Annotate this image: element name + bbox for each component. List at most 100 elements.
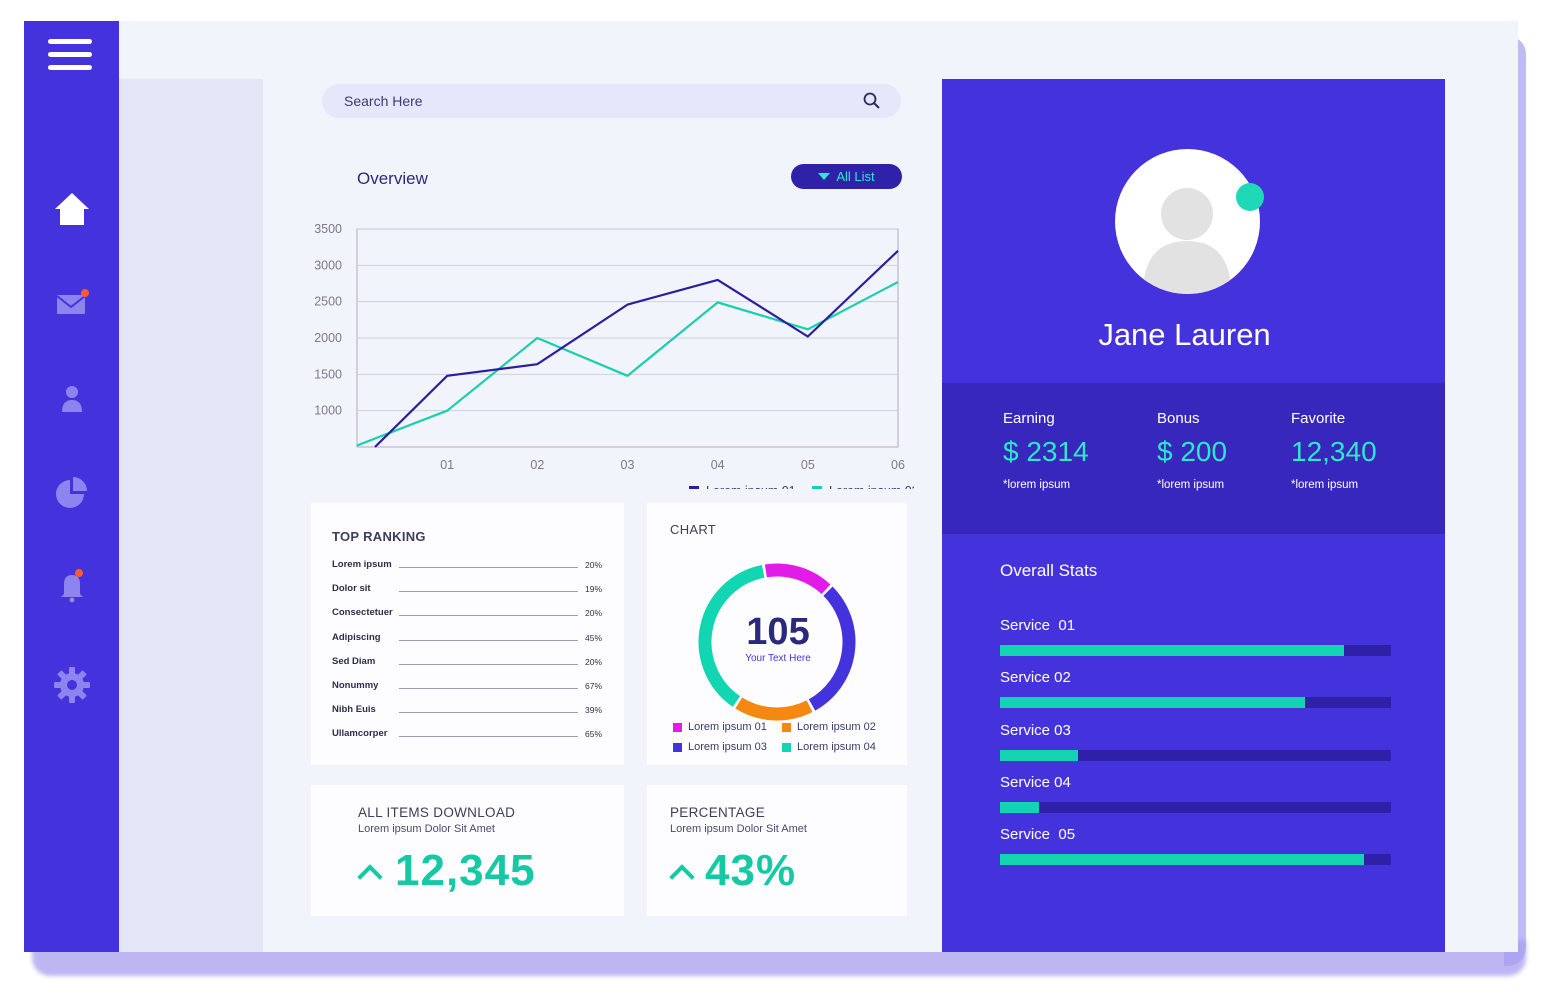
ranking-row: Consectetuer 20% xyxy=(332,607,604,621)
ranking-line xyxy=(399,591,578,593)
ranking-value: 19% xyxy=(585,584,603,595)
mail-icon[interactable] xyxy=(53,285,91,323)
ranking-label: Nonummy xyxy=(332,680,379,691)
percentage-value: 43% xyxy=(705,846,797,895)
chart-title: CHART xyxy=(670,522,717,537)
search-icon[interactable] xyxy=(862,91,882,111)
bell-icon[interactable] xyxy=(53,567,91,605)
y-tick-label: 3000 xyxy=(314,258,342,272)
ranking-row: Nibh Euis 39% xyxy=(332,704,604,718)
ranking-line xyxy=(399,615,578,617)
ranking-line xyxy=(399,736,578,738)
ranking-label: Sed Diam xyxy=(332,655,376,667)
donut-legend-item: Lorem ipsum 01 xyxy=(673,721,767,733)
x-tick-label: 05 xyxy=(801,458,815,472)
earning-note: *lorem ipsum xyxy=(1003,479,1071,491)
legend-label: Lorem ipsum 03 xyxy=(688,741,767,753)
earning-label: Earning xyxy=(1003,410,1055,427)
service-progress-fill xyxy=(1000,697,1305,709)
percentage-title: PERCENTAGE xyxy=(670,805,766,820)
profile-name: Jane Lauren xyxy=(1098,317,1271,352)
legend-label: Lorem ipsum 02 xyxy=(797,721,876,733)
donut-segment xyxy=(764,563,831,595)
ranking-line xyxy=(399,567,578,568)
donut-center-value: 105 xyxy=(746,611,810,653)
service-label: Service 03 xyxy=(1000,721,1071,739)
legend-label: Lorem ipsum 04 xyxy=(797,741,876,753)
service-label: Service 05 xyxy=(1000,826,1076,844)
y-tick-label: 3500 xyxy=(314,222,342,236)
service-progress-bar xyxy=(1000,749,1391,761)
ranking-value: 39% xyxy=(585,705,603,716)
service-label: Service 04 xyxy=(1000,773,1071,791)
donut-segment xyxy=(808,586,856,711)
earning-value: $ 2314 xyxy=(1003,436,1089,467)
downloads-title: ALL ITEMS DOWNLOAD xyxy=(358,805,516,820)
ranking-value: 45% xyxy=(585,632,603,643)
overview-title: Overview xyxy=(357,169,428,188)
top-ranking-card: TOP RANKING Lorem ipsum 20% Dolor sit 19% Co… xyxy=(311,503,624,765)
all-list-dropdown[interactable]: All List xyxy=(791,164,902,189)
y-tick-label: 2000 xyxy=(314,331,342,345)
search-input[interactable] xyxy=(322,84,862,118)
ranking-value: 65% xyxy=(585,729,603,740)
ranking-value: 20% xyxy=(585,656,603,667)
x-tick-label: 06 xyxy=(891,458,905,472)
menu-icon[interactable] xyxy=(48,39,94,75)
overview-line-chart: 3500 3000 2500 2000 1500 1000 01 02 03 04 05 06 Lore… xyxy=(314,222,914,489)
notification-dot xyxy=(81,289,89,297)
up-arrow-icon xyxy=(669,864,695,890)
legend-label: Lorem ipsum 01 xyxy=(706,484,796,489)
dashboard-window: Overview All List 3500 3000 2500 2000 1500 10… xyxy=(24,21,1518,952)
home-icon[interactable] xyxy=(53,191,91,229)
sidebar xyxy=(24,21,119,952)
y-tick-label: 2500 xyxy=(314,295,342,309)
service-progress-bar xyxy=(1000,854,1391,866)
favorite-value: 12,340 xyxy=(1291,436,1377,467)
x-tick-label: 04 xyxy=(711,458,725,472)
service-progress-bar xyxy=(1000,801,1391,813)
pie-chart-icon[interactable] xyxy=(53,474,91,512)
overall-stats-title: Overall Stats xyxy=(1000,561,1098,580)
online-status-dot xyxy=(1236,183,1264,211)
avatar-icon xyxy=(1143,188,1231,294)
donut-chart xyxy=(698,563,856,721)
ranking-line xyxy=(399,712,578,714)
gear-icon[interactable] xyxy=(53,666,91,704)
series-line xyxy=(374,250,899,448)
series-line xyxy=(356,281,899,447)
ranking-value: 67% xyxy=(585,681,603,691)
legend-swatch xyxy=(673,742,682,752)
favorite-note: *lorem ipsum xyxy=(1291,479,1359,491)
ranking-row: Ullamcorper 65% xyxy=(332,728,604,742)
ranking-label: Lorem ipsum xyxy=(332,559,392,570)
ranking-row: Sed Diam 20% xyxy=(332,656,604,670)
legend-swatch xyxy=(689,486,699,489)
search-bar xyxy=(322,84,901,118)
downloads-subtitle: Lorem ipsum Dolor Sit Amet xyxy=(358,823,495,835)
avatar[interactable] xyxy=(1115,149,1260,294)
x-tick-label: 03 xyxy=(621,458,635,472)
user-icon[interactable] xyxy=(53,381,91,419)
ranking-row: Adipiscing 45% xyxy=(332,632,604,646)
y-tick-label: 1500 xyxy=(314,367,342,381)
x-tick-label: 02 xyxy=(530,458,544,472)
notification-dot xyxy=(75,569,83,577)
ranking-line xyxy=(399,639,578,641)
service-progress-fill xyxy=(1000,749,1079,761)
legend-swatch xyxy=(782,722,791,732)
chart-card: CHART xyxy=(647,503,907,765)
service-progress-fill xyxy=(1000,645,1345,656)
all-list-label: All List xyxy=(836,169,875,184)
ranking-label: Consectetuer xyxy=(332,607,393,619)
donut-segment xyxy=(698,564,765,707)
ranking-label: Adipiscing xyxy=(332,631,381,643)
top-ranking-title: TOP RANKING xyxy=(332,529,426,544)
ranking-label: Ullamcorper xyxy=(332,728,388,740)
ranking-row: Nonummy 67% xyxy=(332,680,604,694)
donut-legend-item: Lorem ipsum 02 xyxy=(782,721,876,733)
legend-swatch xyxy=(782,742,791,752)
ranking-line xyxy=(399,688,578,689)
downloads-value: 12,345 xyxy=(395,846,536,895)
bonus-label: Bonus xyxy=(1157,410,1200,427)
